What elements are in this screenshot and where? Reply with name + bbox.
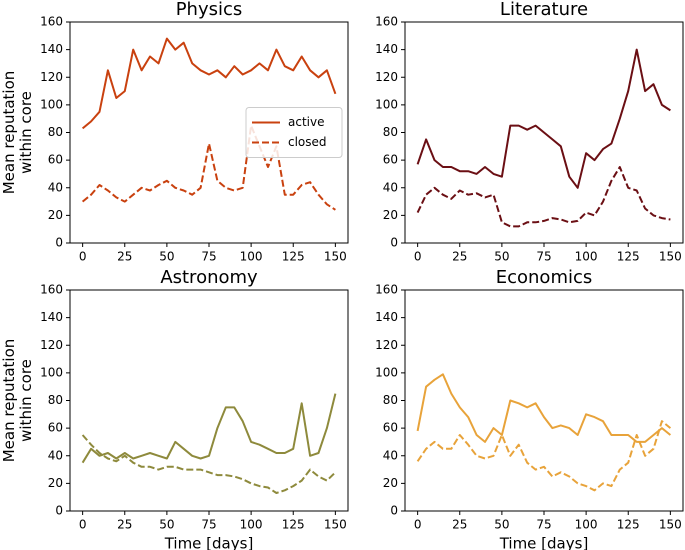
- series-line: [416, 373, 672, 443]
- legend-box: [245, 107, 343, 158]
- y-tick-label: 40: [48, 180, 63, 194]
- x-tick-label: 150: [324, 250, 347, 264]
- y-tick-label: 20: [48, 208, 63, 222]
- y-tick-label: 40: [383, 180, 398, 194]
- y-tick-label: 120: [40, 70, 63, 84]
- y-tick-label: 60: [383, 153, 398, 167]
- x-tick-label: 25: [452, 518, 467, 532]
- y-tick-label: 0: [55, 236, 63, 250]
- y-tick-label: 20: [383, 208, 398, 222]
- y-tick-label: 80: [48, 393, 63, 407]
- x-tick-label: 0: [414, 250, 422, 264]
- y-tick-label: 40: [48, 448, 63, 462]
- x-tick-label: 100: [240, 250, 263, 264]
- y-tick-label: 160: [375, 15, 398, 29]
- y-tick-label: 140: [375, 42, 398, 56]
- y-tick-label: 80: [383, 125, 398, 139]
- subplot-title: Literature: [500, 0, 588, 20]
- y-tick-label: 60: [48, 153, 63, 167]
- x-tick-label: 75: [201, 518, 216, 532]
- series-line: [416, 166, 671, 228]
- y-tick-label: 100: [375, 97, 398, 111]
- y-tick-label: 140: [40, 310, 63, 324]
- x-tick-label: 25: [452, 250, 467, 264]
- x-tick-label: 50: [159, 518, 174, 532]
- subplot: Literature 0 20 40 60 80 100 120 140 160 0 25 50 75 10…: [375, 0, 684, 264]
- axes-frame: [69, 21, 349, 244]
- legend-label: closed: [288, 135, 327, 149]
- y-tick-label: 20: [48, 476, 63, 490]
- series-line: [81, 393, 337, 464]
- x-tick-label: 100: [575, 250, 598, 264]
- x-tick-label: 150: [324, 518, 347, 532]
- y-tick-label: 100: [375, 365, 398, 379]
- x-tick-label: 75: [536, 250, 551, 264]
- series-line: [81, 124, 336, 211]
- series-line: [416, 420, 672, 492]
- series-line: [81, 434, 337, 494]
- x-tick-label: 50: [494, 518, 509, 532]
- axes-frame: [404, 289, 684, 512]
- y-tick-label: 120: [375, 338, 398, 352]
- x-tick-label: 75: [536, 518, 551, 532]
- x-tick-label: 125: [282, 250, 305, 264]
- x-tick-label: 25: [117, 518, 132, 532]
- y-tick-label: 60: [383, 421, 398, 435]
- y-tick-label: 0: [55, 504, 63, 518]
- x-tick-label: 0: [79, 518, 87, 532]
- legend-label: active: [288, 115, 324, 129]
- y-tick-label: 140: [375, 310, 398, 324]
- y-axis-label: within core: [17, 359, 35, 442]
- y-tick-label: 140: [40, 42, 63, 56]
- x-tick-label: 125: [617, 518, 640, 532]
- x-tick-label: 150: [659, 250, 682, 264]
- x-tick-label: 75: [201, 250, 216, 264]
- y-tick-label: 80: [48, 125, 63, 139]
- y-tick-label: 160: [40, 283, 63, 297]
- subplot-title: Economics: [496, 267, 593, 288]
- x-tick-label: 150: [659, 518, 682, 532]
- y-tick-label: 120: [375, 70, 398, 84]
- y-tick-label: 0: [390, 504, 398, 518]
- x-axis-label: Time [days]: [164, 535, 254, 550]
- x-tick-label: 125: [617, 250, 640, 264]
- y-axis-label: Mean reputation: [0, 339, 18, 463]
- subplot: Astronomy 0 20 40 60 80 100 120 140 160 0 25 50 75 100…: [0, 267, 349, 550]
- y-axis-label: Mean reputation: [0, 71, 18, 195]
- y-tick-label: 0: [390, 236, 398, 250]
- x-tick-label: 0: [414, 518, 422, 532]
- axes-frame: [69, 289, 349, 512]
- subplot: Economics 0 20 40 60 80 100 120 140 160 0 25 50 75 100…: [375, 267, 684, 550]
- y-tick-label: 100: [40, 365, 63, 379]
- y-tick-label: 100: [40, 97, 63, 111]
- y-tick-label: 20: [383, 476, 398, 490]
- y-tick-label: 60: [48, 421, 63, 435]
- x-tick-label: 0: [79, 250, 87, 264]
- x-tick-label: 50: [494, 250, 509, 264]
- y-tick-label: 160: [40, 15, 63, 29]
- x-tick-label: 50: [159, 250, 174, 264]
- y-tick-label: 40: [383, 448, 398, 462]
- x-tick-label: 100: [240, 518, 263, 532]
- y-tick-label: 160: [375, 283, 398, 297]
- subplot: Physics 0 20 40 60 80 100 120 140 160 0 25 50 75 100 12…: [0, 0, 349, 264]
- x-tick-label: 25: [117, 250, 132, 264]
- subplot-title: Physics: [176, 0, 243, 20]
- x-axis-label: Time [days]: [499, 535, 589, 550]
- series-line: [81, 37, 337, 130]
- subplot-title: Astronomy: [160, 267, 258, 288]
- y-tick-label: 120: [40, 338, 63, 352]
- axes-frame: [404, 21, 684, 244]
- y-axis-label: within core: [17, 91, 35, 174]
- x-tick-label: 125: [282, 518, 305, 532]
- series-line: [416, 48, 671, 189]
- x-tick-label: 100: [575, 518, 598, 532]
- y-tick-label: 80: [383, 393, 398, 407]
